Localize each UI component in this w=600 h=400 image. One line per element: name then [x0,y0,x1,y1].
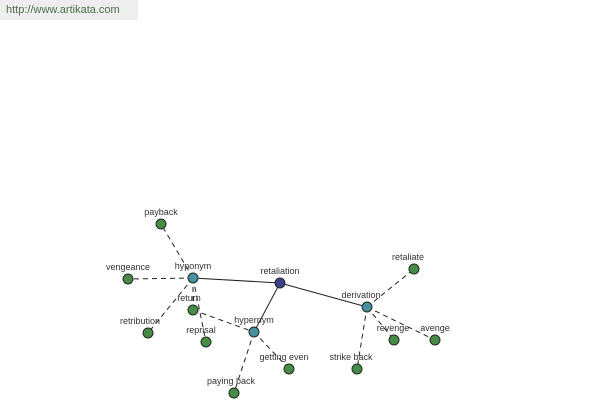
edge [192,277,281,284]
node-label[interactable]: vengeance [106,262,150,272]
edge [147,277,194,334]
node-label[interactable]: derivation [341,290,380,300]
node-label[interactable]: retaliation [260,266,299,276]
node[interactable] [248,326,260,338]
node-label[interactable]: revenge [377,323,410,333]
edge [192,309,255,333]
edge [253,282,281,333]
node-label[interactable]: return [177,293,201,303]
node[interactable] [200,336,212,348]
node[interactable] [408,263,420,275]
edge [233,331,255,394]
edge [366,306,436,341]
node[interactable] [388,334,400,346]
node-label[interactable]: getting even [259,352,308,362]
node-label[interactable]: hypernym [234,315,274,325]
node[interactable] [228,387,240,399]
node[interactable] [142,327,154,339]
edge [279,282,368,308]
url-link[interactable]: http://www.artikata.com [6,4,120,16]
edge [366,306,395,341]
node-label[interactable]: paying back [207,376,256,386]
node-label[interactable]: reprisal [186,325,216,335]
node[interactable] [274,277,286,289]
node[interactable] [351,363,363,375]
node[interactable] [187,304,199,316]
node[interactable] [361,301,373,313]
edge [356,306,368,370]
edge [127,277,194,280]
edge [160,223,194,279]
url-bar: http://www.artikata.com [0,0,138,20]
node[interactable] [155,218,167,230]
node[interactable] [283,363,295,375]
edge [366,268,415,308]
edge [253,331,290,370]
node-label[interactable]: retaliate [392,252,424,262]
node[interactable] [122,273,134,285]
edge [192,277,207,343]
node-label[interactable]: strike back [329,352,373,362]
node-label[interactable]: payback [144,207,178,217]
node[interactable] [429,334,441,346]
node-label[interactable]: hyponym [175,261,212,271]
node-label[interactable]: avenge [420,323,450,333]
node-label[interactable]: retribution [120,316,160,326]
node[interactable] [187,272,199,284]
